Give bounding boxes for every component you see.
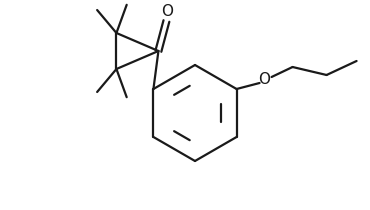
Text: O: O xyxy=(259,72,270,88)
Text: O: O xyxy=(161,4,174,20)
